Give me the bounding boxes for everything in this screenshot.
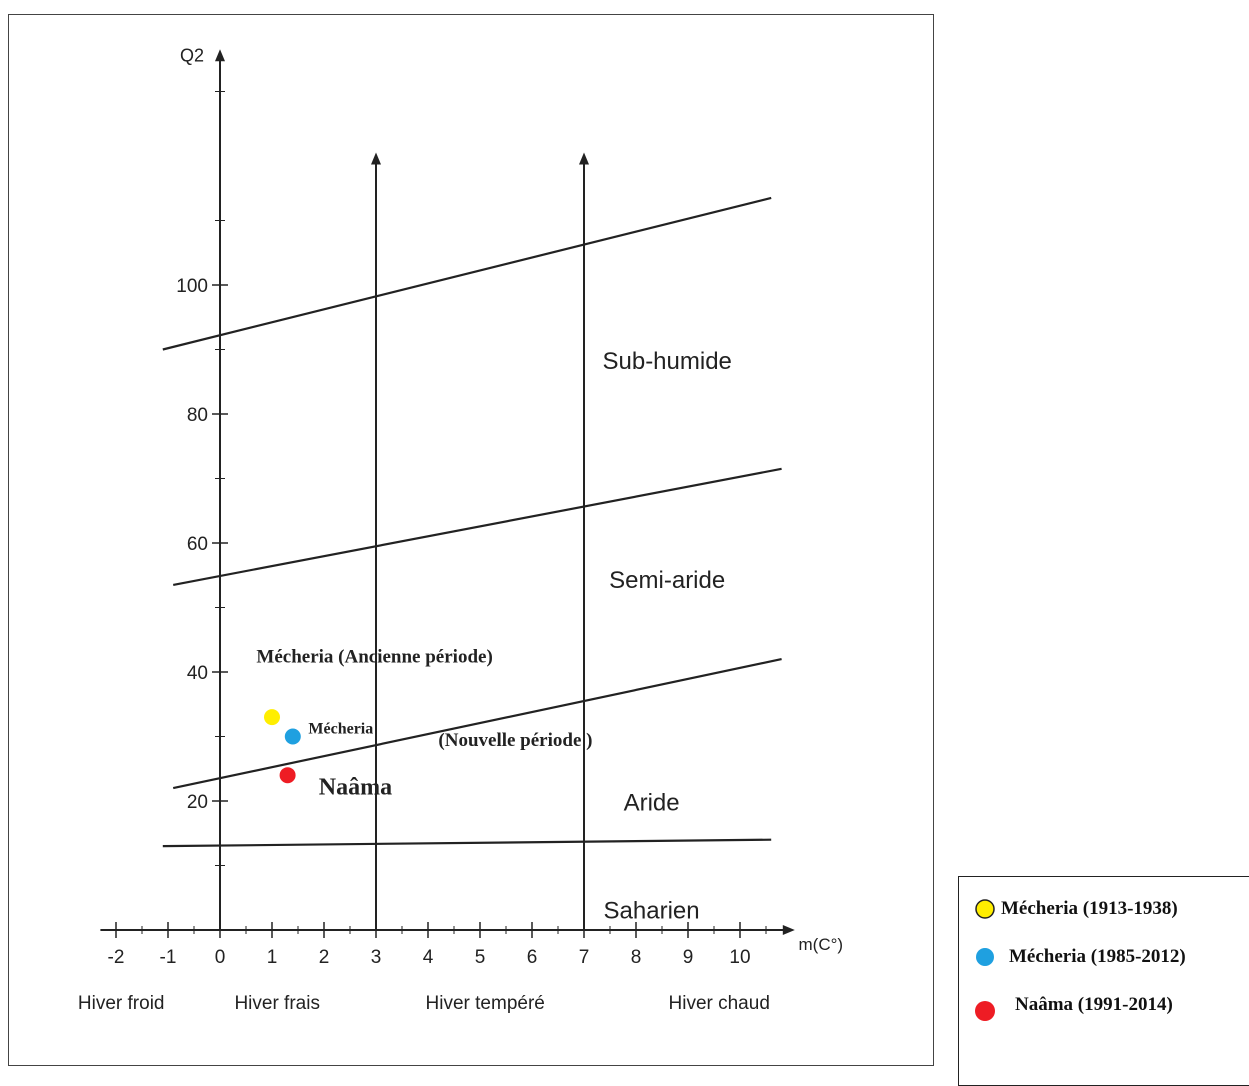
y-axis-arrow	[215, 49, 225, 62]
y-tick-label: 100	[176, 276, 208, 297]
x-tick-label: 1	[267, 947, 278, 968]
x-axis-arrow	[782, 925, 795, 935]
y-axis-title: Q2	[180, 45, 204, 65]
annotation-naama: Naâma	[319, 775, 392, 801]
x-tick-label: -1	[160, 947, 177, 968]
data-point-0	[264, 709, 280, 726]
winter-label: Hiver chaud	[669, 993, 770, 1014]
legend-marker-blue	[976, 948, 994, 966]
data-point-1	[284, 728, 301, 745]
legend: Mécheria (1913-1938) Mécheria (1985-2012…	[958, 876, 1249, 1086]
y-tick-label: 20	[187, 792, 208, 813]
x-tick-label: 10	[729, 947, 750, 968]
winter-label: Hiver froid	[78, 993, 165, 1014]
annotation-mecheria-new: Mécheria	[308, 720, 373, 737]
x-tick-label: 6	[527, 947, 538, 968]
zone-boundary-line	[172, 467, 782, 587]
legend-item-naama: Naâma (1991-2014)	[959, 985, 1173, 1025]
zone-label: Sub-humide	[602, 348, 731, 375]
x-tick-label: -2	[108, 947, 125, 968]
zone-boundary-line	[172, 658, 782, 790]
x-axis-title: m(C°)	[799, 935, 844, 954]
x-tick-label: 8	[631, 947, 642, 968]
annotation-mecheria-old: Mécheria (Ancienne période)	[256, 646, 492, 667]
winter-label: Hiver tempéré	[426, 993, 545, 1014]
legend-item-mecheria-new: Mécheria (1985-2012)	[959, 937, 1186, 977]
legend-label-mecheria-new: Mécheria (1985-2012)	[1009, 946, 1186, 967]
zone-label: Aride	[624, 790, 680, 817]
y-tick-label: 60	[187, 534, 208, 555]
x-tick-label: 9	[683, 947, 694, 968]
x-tick-label: 2	[319, 947, 330, 968]
x-tick-label: 3	[371, 947, 382, 968]
legend-label-naama: Naâma (1991-2014)	[1015, 994, 1173, 1015]
zone-boundary-line	[162, 838, 772, 848]
winter-label: Hiver frais	[234, 993, 320, 1014]
data-point-2	[279, 767, 296, 784]
legend-marker-red	[975, 1001, 995, 1021]
y-tick-label: 80	[187, 405, 208, 426]
legend-marker-yellow	[975, 899, 995, 919]
y-tick-label: 40	[187, 663, 208, 684]
chart-svg: -2 -1 0 1 2 3 4 5 6 7 8 9 10 20 40 60 80 100 Q2 m(C°) Sub-hu…	[78, 45, 844, 1014]
legend-label-mecheria-old: Mécheria (1913-1938)	[1001, 898, 1178, 919]
legend-item-mecheria-old: Mécheria (1913-1938)	[959, 889, 1178, 929]
zone-label: Semi-aride	[609, 567, 725, 594]
x-tick-label: 0	[215, 947, 226, 968]
annotation-nouvelle-periode: (Nouvelle période )	[438, 730, 592, 751]
x-tick-label: 4	[423, 947, 434, 968]
vertical-separator-arrow	[371, 152, 381, 165]
vertical-separator-arrow	[579, 152, 589, 165]
x-tick-label: 5	[475, 947, 486, 968]
zone-label: Saharien	[604, 897, 700, 924]
x-tick-label: 7	[579, 947, 590, 968]
zone-boundary-line	[162, 196, 772, 351]
chart-frame: -2 -1 0 1 2 3 4 5 6 7 8 9 10 20 40 60 80 100 Q2 m(C°) Sub-hu…	[8, 14, 934, 1066]
